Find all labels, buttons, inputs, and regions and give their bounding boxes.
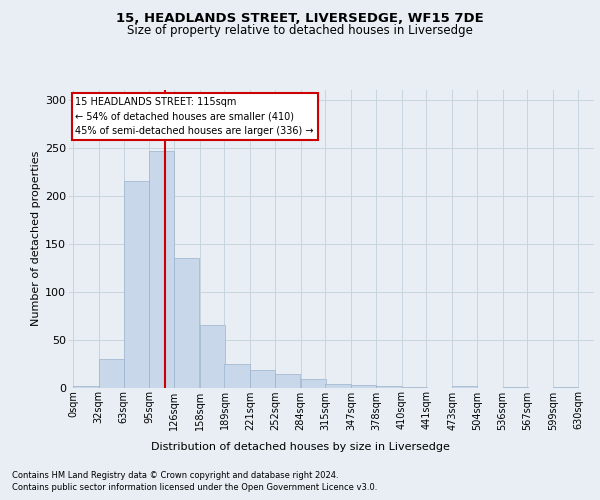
Bar [73,386,98,388]
Text: 15, HEADLANDS STREET, LIVERSEDGE, WF15 7DE: 15, HEADLANDS STREET, LIVERSEDGE, WF15 7… [116,12,484,26]
Y-axis label: Number of detached properties: Number of detached properties [31,151,41,326]
Bar [503,386,528,388]
Bar [401,386,427,388]
Bar [452,386,478,388]
Text: Contains HM Land Registry data © Crown copyright and database right 2024.: Contains HM Land Registry data © Crown c… [12,471,338,480]
Text: Size of property relative to detached houses in Liversedge: Size of property relative to detached ho… [127,24,473,37]
Bar [351,384,376,388]
Bar [98,358,124,388]
Bar [553,386,578,388]
Bar [376,386,401,388]
Bar [149,152,175,388]
Bar [224,364,250,388]
Bar [301,379,326,388]
Text: Distribution of detached houses by size in Liversedge: Distribution of detached houses by size … [151,442,449,452]
Bar [174,258,199,388]
Text: 15 HEADLANDS STREET: 115sqm
← 54% of detached houses are smaller (410)
45% of se: 15 HEADLANDS STREET: 115sqm ← 54% of det… [76,96,314,136]
Bar [200,325,225,388]
Text: Contains public sector information licensed under the Open Government Licence v3: Contains public sector information licen… [12,484,377,492]
Bar [250,370,275,388]
Bar [325,384,351,388]
Bar [124,181,149,388]
Bar [275,374,300,388]
